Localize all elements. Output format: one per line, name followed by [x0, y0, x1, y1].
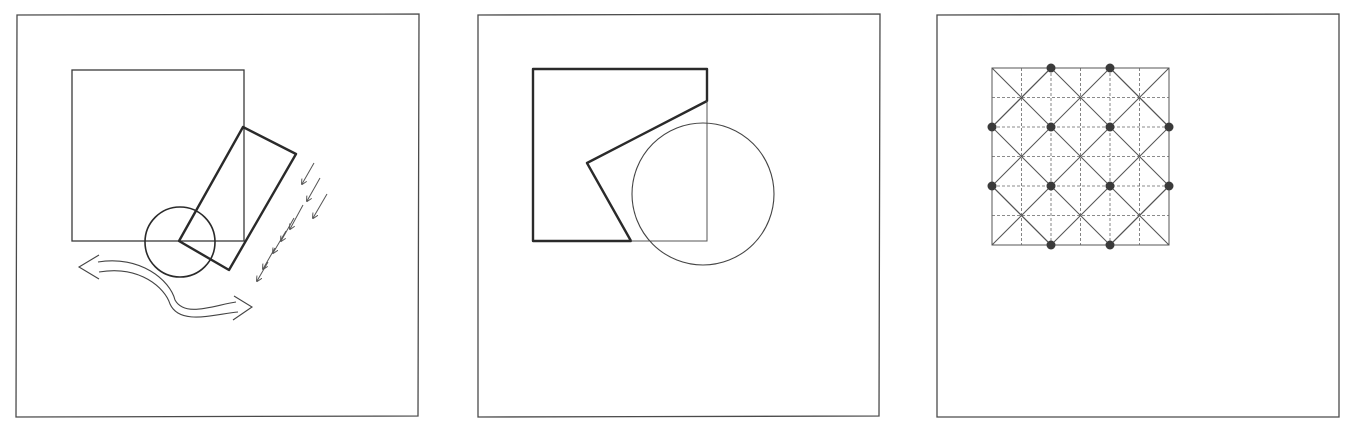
panel-3	[936, 13, 1340, 418]
rotated-rectangle	[177, 125, 298, 272]
parallel-arrows	[257, 162, 328, 281]
grid-dot	[1105, 122, 1115, 132]
square-remainder-edge	[631, 101, 708, 242]
overlap-circle	[631, 122, 775, 266]
grid-dot	[1046, 122, 1056, 132]
curved-double-arrow	[77, 254, 254, 321]
panel-1	[15, 13, 420, 418]
grid-dot	[1105, 63, 1115, 73]
panel-3-frame	[936, 13, 1340, 418]
grid-dot	[1046, 240, 1056, 250]
grid-dot	[1046, 181, 1056, 191]
grid-dot	[1164, 122, 1174, 132]
pivot-circle	[144, 206, 216, 278]
grid-dot	[1164, 181, 1174, 191]
panel-1-frame	[15, 13, 420, 418]
panel-2	[477, 13, 881, 418]
grid-dot	[1105, 181, 1115, 191]
grid-dot	[987, 122, 997, 132]
panel-2-frame	[477, 13, 881, 418]
grid-dots	[987, 63, 1174, 250]
grid-dot	[1105, 240, 1115, 250]
grid-dot	[987, 181, 997, 191]
grid-dot	[1046, 63, 1056, 73]
cut-square-outline	[531, 67, 709, 243]
base-square	[71, 69, 245, 242]
